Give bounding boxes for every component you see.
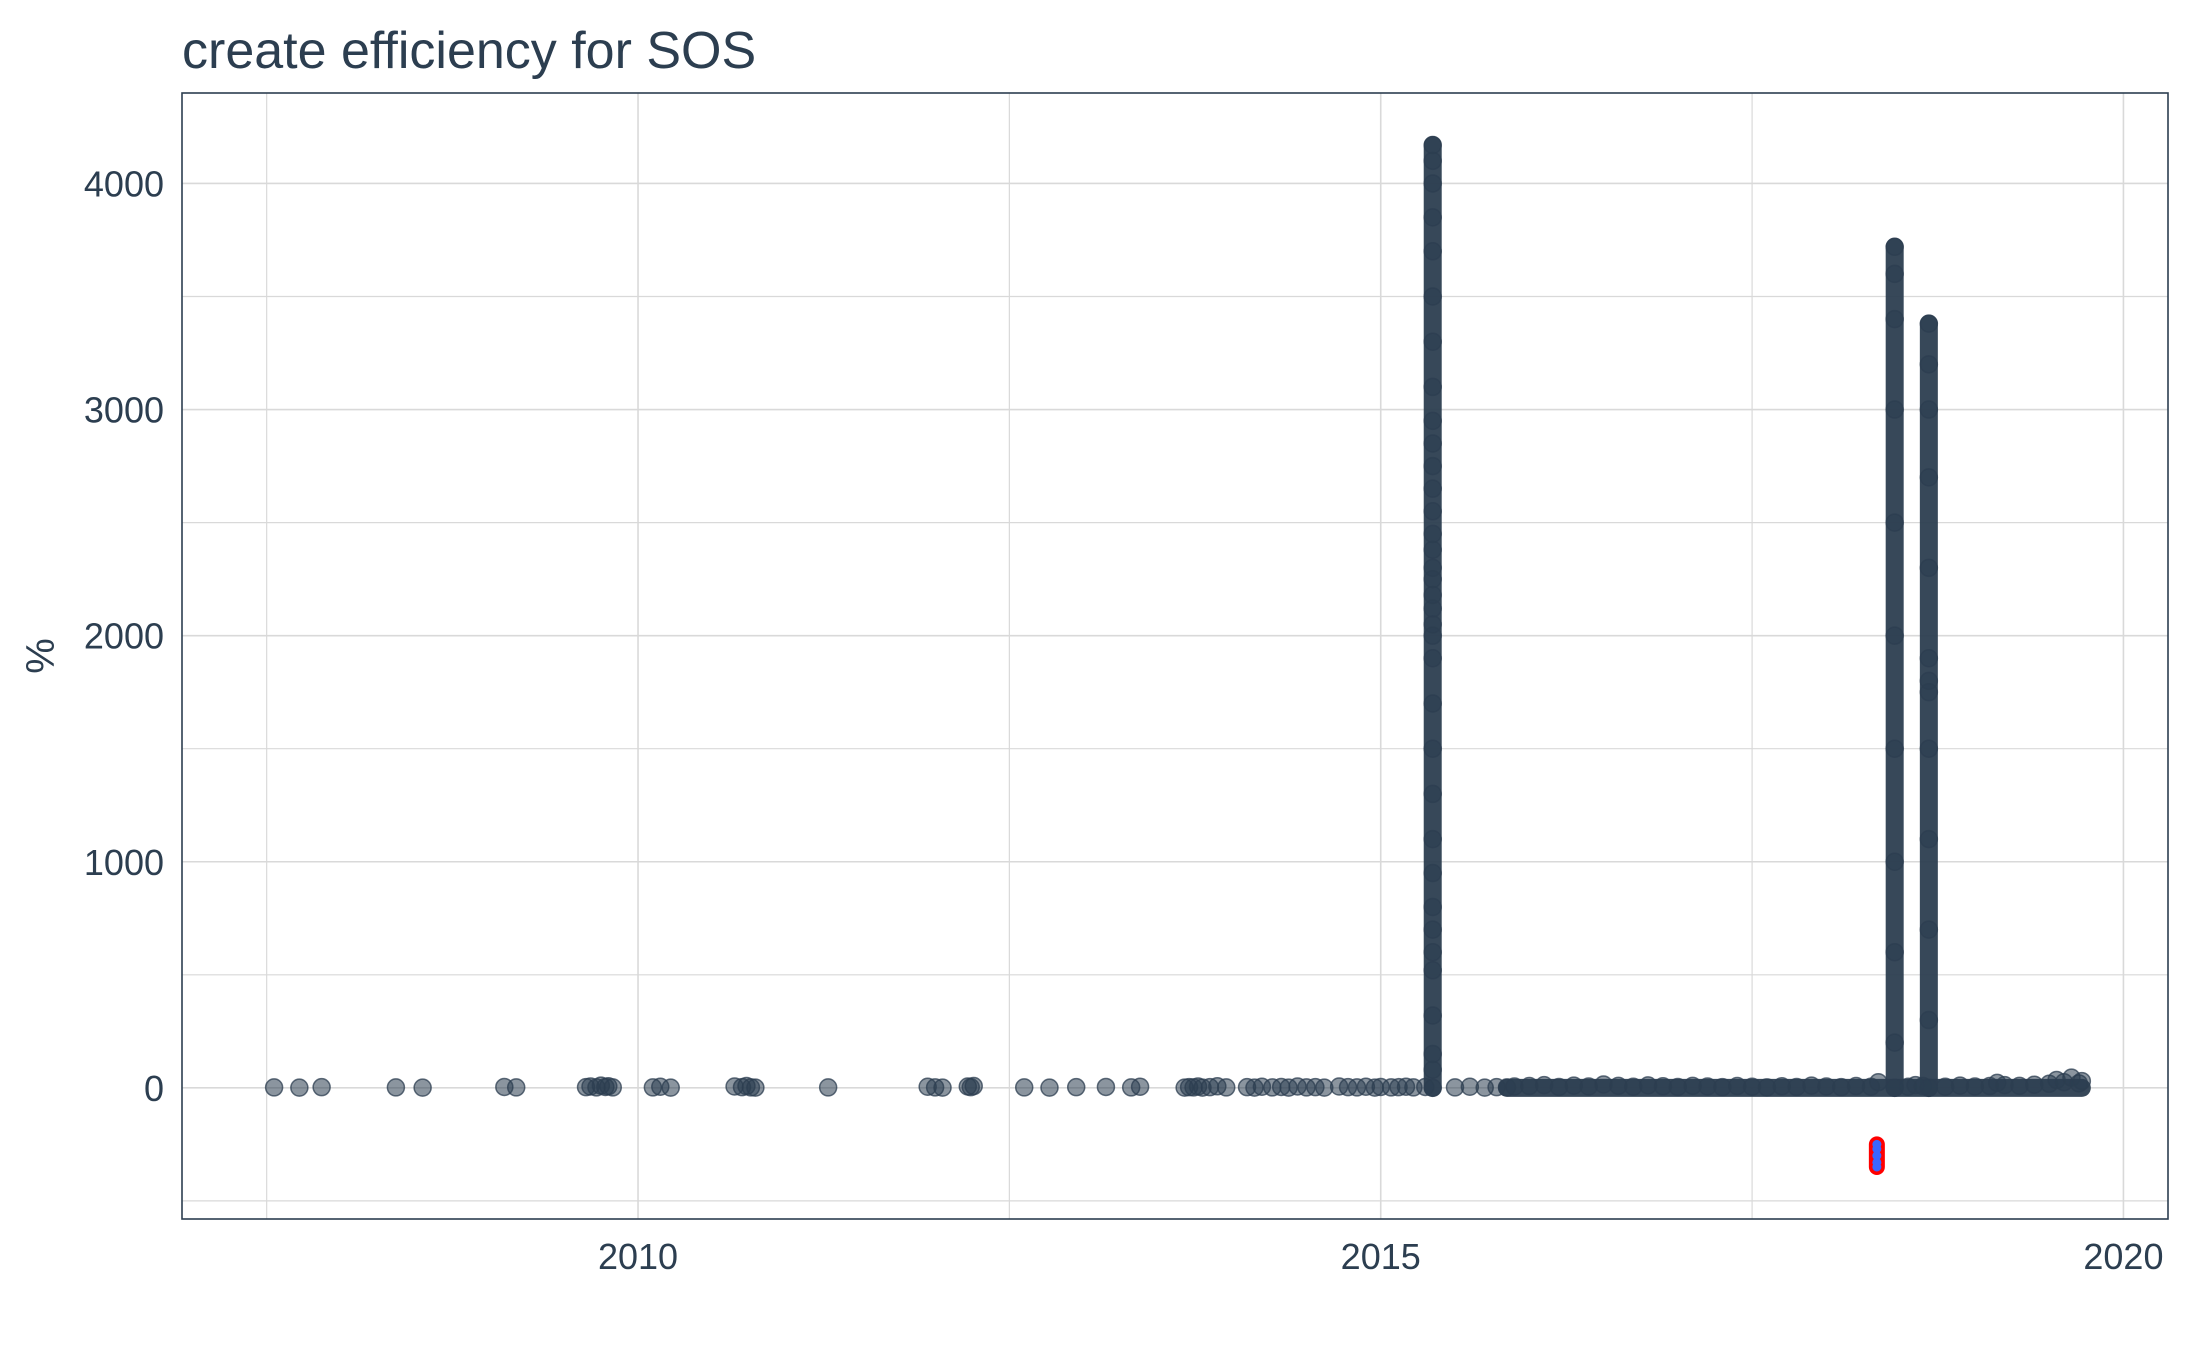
data-point — [1066, 1077, 1086, 1097]
data-point — [1919, 1078, 1939, 1098]
data-point — [1014, 1078, 1034, 1097]
grid-layer — [182, 93, 2168, 1219]
data-point — [1423, 135, 1442, 155]
data-point — [1423, 151, 1442, 171]
data-point — [264, 1078, 284, 1097]
x-tick-label: 2010 — [598, 1236, 678, 1277]
data-point — [1423, 615, 1442, 634]
data-point — [1423, 377, 1442, 397]
data-point — [1096, 1077, 1116, 1097]
data-point — [1919, 558, 1939, 578]
y-tick-label: 2000 — [84, 616, 164, 657]
y-axis-label: % — [19, 638, 63, 674]
data-point — [1885, 852, 1904, 872]
data-point — [1423, 558, 1442, 578]
data-point — [1040, 1078, 1059, 1097]
data-point — [1885, 400, 1904, 419]
x-tick-label: 2020 — [2083, 1236, 2163, 1277]
data-point — [964, 1076, 983, 1096]
data-point — [1423, 332, 1442, 351]
data-point — [1423, 649, 1442, 668]
data-point — [1869, 1072, 1888, 1092]
data-point — [1130, 1077, 1150, 1096]
data-point — [1423, 524, 1442, 544]
data-point — [1423, 1006, 1442, 1025]
data-point — [1919, 400, 1939, 419]
data-point — [1919, 355, 1939, 374]
y-tick-label: 1000 — [84, 842, 164, 883]
data-point — [1423, 208, 1442, 227]
data-point — [818, 1078, 838, 1097]
data-point — [661, 1078, 680, 1097]
points-layer — [264, 135, 2092, 1098]
data-point — [1919, 314, 1939, 333]
data-point — [933, 1078, 952, 1097]
data-point — [1919, 920, 1939, 939]
data-point — [2072, 1071, 2092, 1091]
data-point — [312, 1077, 331, 1097]
data-point — [1885, 626, 1904, 645]
data-point — [1919, 739, 1939, 758]
data-point — [1885, 942, 1904, 962]
axis-layer: 0 1000 2000 3000 4000 2010 2015 2020 — [84, 163, 2164, 1277]
data-point — [1216, 1078, 1236, 1097]
data-point — [603, 1078, 623, 1097]
data-point — [1423, 739, 1442, 758]
y-tick-label: 0 — [144, 1068, 164, 1109]
data-point — [1423, 456, 1442, 476]
data-point — [1423, 942, 1442, 962]
data-point — [1423, 1078, 1442, 1098]
data-point — [1919, 829, 1939, 849]
data-point — [1423, 1060, 1442, 1080]
data-point — [1423, 1044, 1442, 1064]
data-point — [413, 1078, 432, 1097]
data-point — [1885, 1033, 1904, 1052]
x-tick-label: 2015 — [1341, 1236, 1421, 1277]
highlight-point — [1872, 1162, 1882, 1172]
data-point — [1423, 585, 1442, 605]
data-point — [1919, 649, 1939, 668]
data-point — [1885, 237, 1904, 257]
data-point — [386, 1078, 406, 1097]
data-point — [1423, 694, 1442, 713]
data-point — [1423, 411, 1442, 431]
data-point — [1423, 479, 1442, 498]
data-point — [1423, 961, 1442, 980]
panel-border — [181, 92, 2169, 1220]
data-point — [506, 1078, 526, 1097]
data-point — [1885, 513, 1904, 532]
highlight-point — [1872, 1139, 1882, 1149]
data-point — [1919, 1010, 1939, 1030]
highlight-point — [1872, 1151, 1882, 1161]
y-tick-label: 3000 — [84, 390, 164, 431]
chart-title: create efficiency for SOS — [182, 22, 756, 80]
data-point — [1423, 287, 1442, 306]
data-point — [1423, 540, 1442, 559]
data-point — [1919, 468, 1939, 487]
data-point — [1423, 242, 1442, 261]
data-point — [746, 1078, 765, 1097]
data-point — [1423, 920, 1442, 939]
data-point — [1885, 309, 1904, 329]
data-point — [1423, 434, 1442, 453]
data-point — [1423, 174, 1442, 193]
data-point — [1885, 264, 1904, 284]
data-point — [290, 1078, 309, 1097]
data-point — [1423, 863, 1442, 883]
data-point — [1423, 829, 1442, 849]
dense-column-layer — [1423, 136, 2091, 1097]
data-point — [1885, 739, 1904, 758]
y-tick-label: 4000 — [84, 163, 164, 204]
data-point — [1919, 671, 1939, 691]
highlight-layer — [1868, 1136, 1885, 1175]
data-point — [1423, 784, 1442, 804]
data-point — [1423, 897, 1442, 917]
data-point — [1423, 502, 1442, 521]
